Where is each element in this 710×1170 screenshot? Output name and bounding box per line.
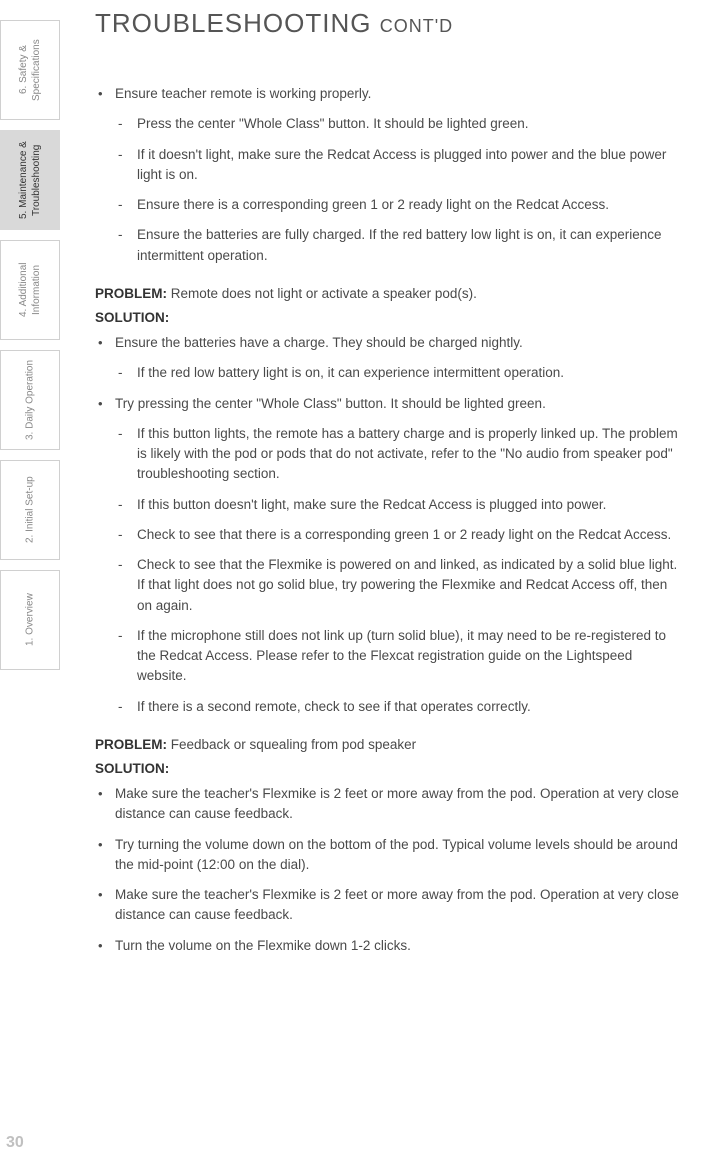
problem-text: Remote does not light or activate a spea… [171, 286, 477, 301]
page-title: TROUBLESHOOTING CONT'D [95, 8, 685, 39]
main-content: TROUBLESHOOTING CONT'D Ensure teacher re… [95, 8, 685, 966]
sub-item: Ensure there is a corresponding green 1 … [115, 195, 685, 215]
problem-text: Feedback or squealing from pod speaker [171, 737, 416, 752]
tab-maintenance[interactable]: 5. Maintenance & Troubleshooting [0, 130, 60, 230]
title-sub: CONT'D [380, 16, 453, 36]
sub-item: If there is a second remote, check to se… [115, 697, 685, 717]
problem1-bullets: Ensure the batteries have a charge. They… [95, 333, 685, 717]
sub-item: If this button lights, the remote has a … [115, 424, 685, 485]
sub-item: Check to see that there is a correspondi… [115, 525, 685, 545]
sub-list: If this button lights, the remote has a … [115, 424, 685, 717]
list-item: Try turning the volume down on the botto… [95, 835, 685, 876]
tab-safety[interactable]: 6. Safety & Specifications [0, 20, 60, 120]
solution2-label: SOLUTION: [95, 761, 685, 776]
sub-item: If it doesn't light, make sure the Redca… [115, 145, 685, 186]
list-item: Make sure the teacher's Flexmike is 2 fe… [95, 784, 685, 825]
sub-item: If the red low battery light is on, it c… [115, 363, 685, 383]
sidebar-tabs: 6. Safety & Specifications 5. Maintenanc… [0, 20, 60, 670]
list-item: Ensure the batteries have a charge. They… [95, 333, 685, 384]
section1-list: Ensure teacher remote is working properl… [95, 84, 685, 266]
sub-list: If the red low battery light is on, it c… [115, 363, 685, 383]
problem1-line: PROBLEM: Remote does not light or activa… [95, 284, 685, 304]
list-item: Turn the volume on the Flexmike down 1-2… [95, 936, 685, 956]
bullet-text: Ensure teacher remote is working properl… [115, 86, 371, 101]
tab-setup[interactable]: 2. Initial Set-up [0, 460, 60, 560]
sub-list: Press the center "Whole Class" button. I… [115, 114, 685, 266]
sub-item: Ensure the batteries are fully charged. … [115, 225, 685, 266]
problem2-bullets: Make sure the teacher's Flexmike is 2 fe… [95, 784, 685, 956]
problem2-line: PROBLEM: Feedback or squealing from pod … [95, 735, 685, 755]
list-item: Make sure the teacher's Flexmike is 2 fe… [95, 885, 685, 926]
problem-label: PROBLEM: [95, 737, 167, 752]
sub-item: If this button doesn't light, make sure … [115, 495, 685, 515]
solution1-label: SOLUTION: [95, 310, 685, 325]
title-main: TROUBLESHOOTING [95, 8, 371, 38]
tab-daily[interactable]: 3. Daily Operation [0, 350, 60, 450]
sub-item: Check to see that the Flexmike is powere… [115, 555, 685, 616]
tab-overview[interactable]: 1. Overview [0, 570, 60, 670]
problem-label: PROBLEM: [95, 286, 167, 301]
sub-item: Press the center "Whole Class" button. I… [115, 114, 685, 134]
page-number: 30 [6, 1134, 24, 1152]
bullet-text: Ensure the batteries have a charge. They… [115, 335, 523, 350]
list-item: Try pressing the center "Whole Class" bu… [95, 394, 685, 717]
bullet-text: Try pressing the center "Whole Class" bu… [115, 396, 546, 411]
sub-item: If the microphone still does not link up… [115, 626, 685, 687]
list-item: Ensure teacher remote is working properl… [95, 84, 685, 266]
tab-additional[interactable]: 4. Additional Information [0, 240, 60, 340]
